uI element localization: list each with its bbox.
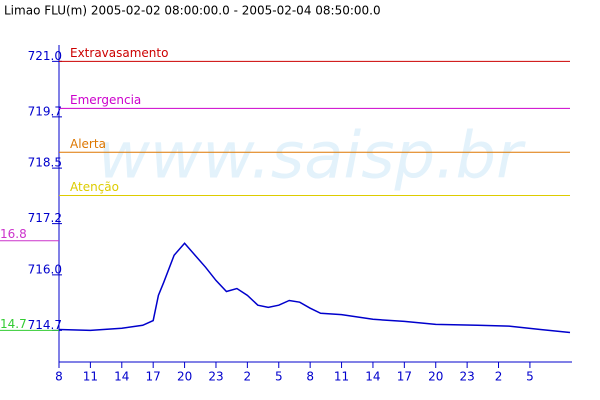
- threshold-label: Atenção: [70, 180, 119, 194]
- y-tick-label: 719.7: [28, 104, 62, 118]
- x-tick-label: 20: [428, 370, 443, 384]
- x-tick-label: 17: [146, 370, 161, 384]
- x-tick-label: 5: [526, 370, 534, 384]
- y-tick-label: 718.5: [28, 156, 62, 170]
- x-tick-label: 8: [306, 370, 314, 384]
- x-tick-label: 23: [208, 370, 223, 384]
- x-tick-label: 2: [244, 370, 252, 384]
- x-tick-label: 23: [459, 370, 474, 384]
- threshold-label: Emergencia: [70, 93, 141, 107]
- chart-title: Limao FLU(m) 2005-02-02 08:00:00.0 - 200…: [4, 4, 381, 18]
- x-tick-label: 2: [495, 370, 503, 384]
- data-line: [58, 242, 571, 334]
- x-tick-label: 11: [334, 370, 349, 384]
- x-tick-label: 8: [55, 370, 63, 384]
- y-tick-label: 721.0: [28, 49, 62, 63]
- x-tick-label: 14: [114, 370, 129, 384]
- x-tick-label: 20: [177, 370, 192, 384]
- x-tick-label: 11: [83, 370, 98, 384]
- x-tick-label: 14: [365, 370, 380, 384]
- y-tick-label: 716.0: [28, 262, 62, 276]
- x-tick-label: 5: [275, 370, 283, 384]
- threshold-label: Extravasamento: [70, 46, 168, 60]
- y-tick-label: 717.2: [28, 211, 62, 225]
- x-tick-label: 17: [397, 370, 412, 384]
- y-tick-label: 714.7: [28, 318, 62, 332]
- marker-label: 14.7: [0, 317, 27, 331]
- marker-label: 16.8: [0, 227, 27, 241]
- watermark: www.saisp.br: [98, 120, 527, 194]
- threshold-label: Alerta: [70, 137, 106, 151]
